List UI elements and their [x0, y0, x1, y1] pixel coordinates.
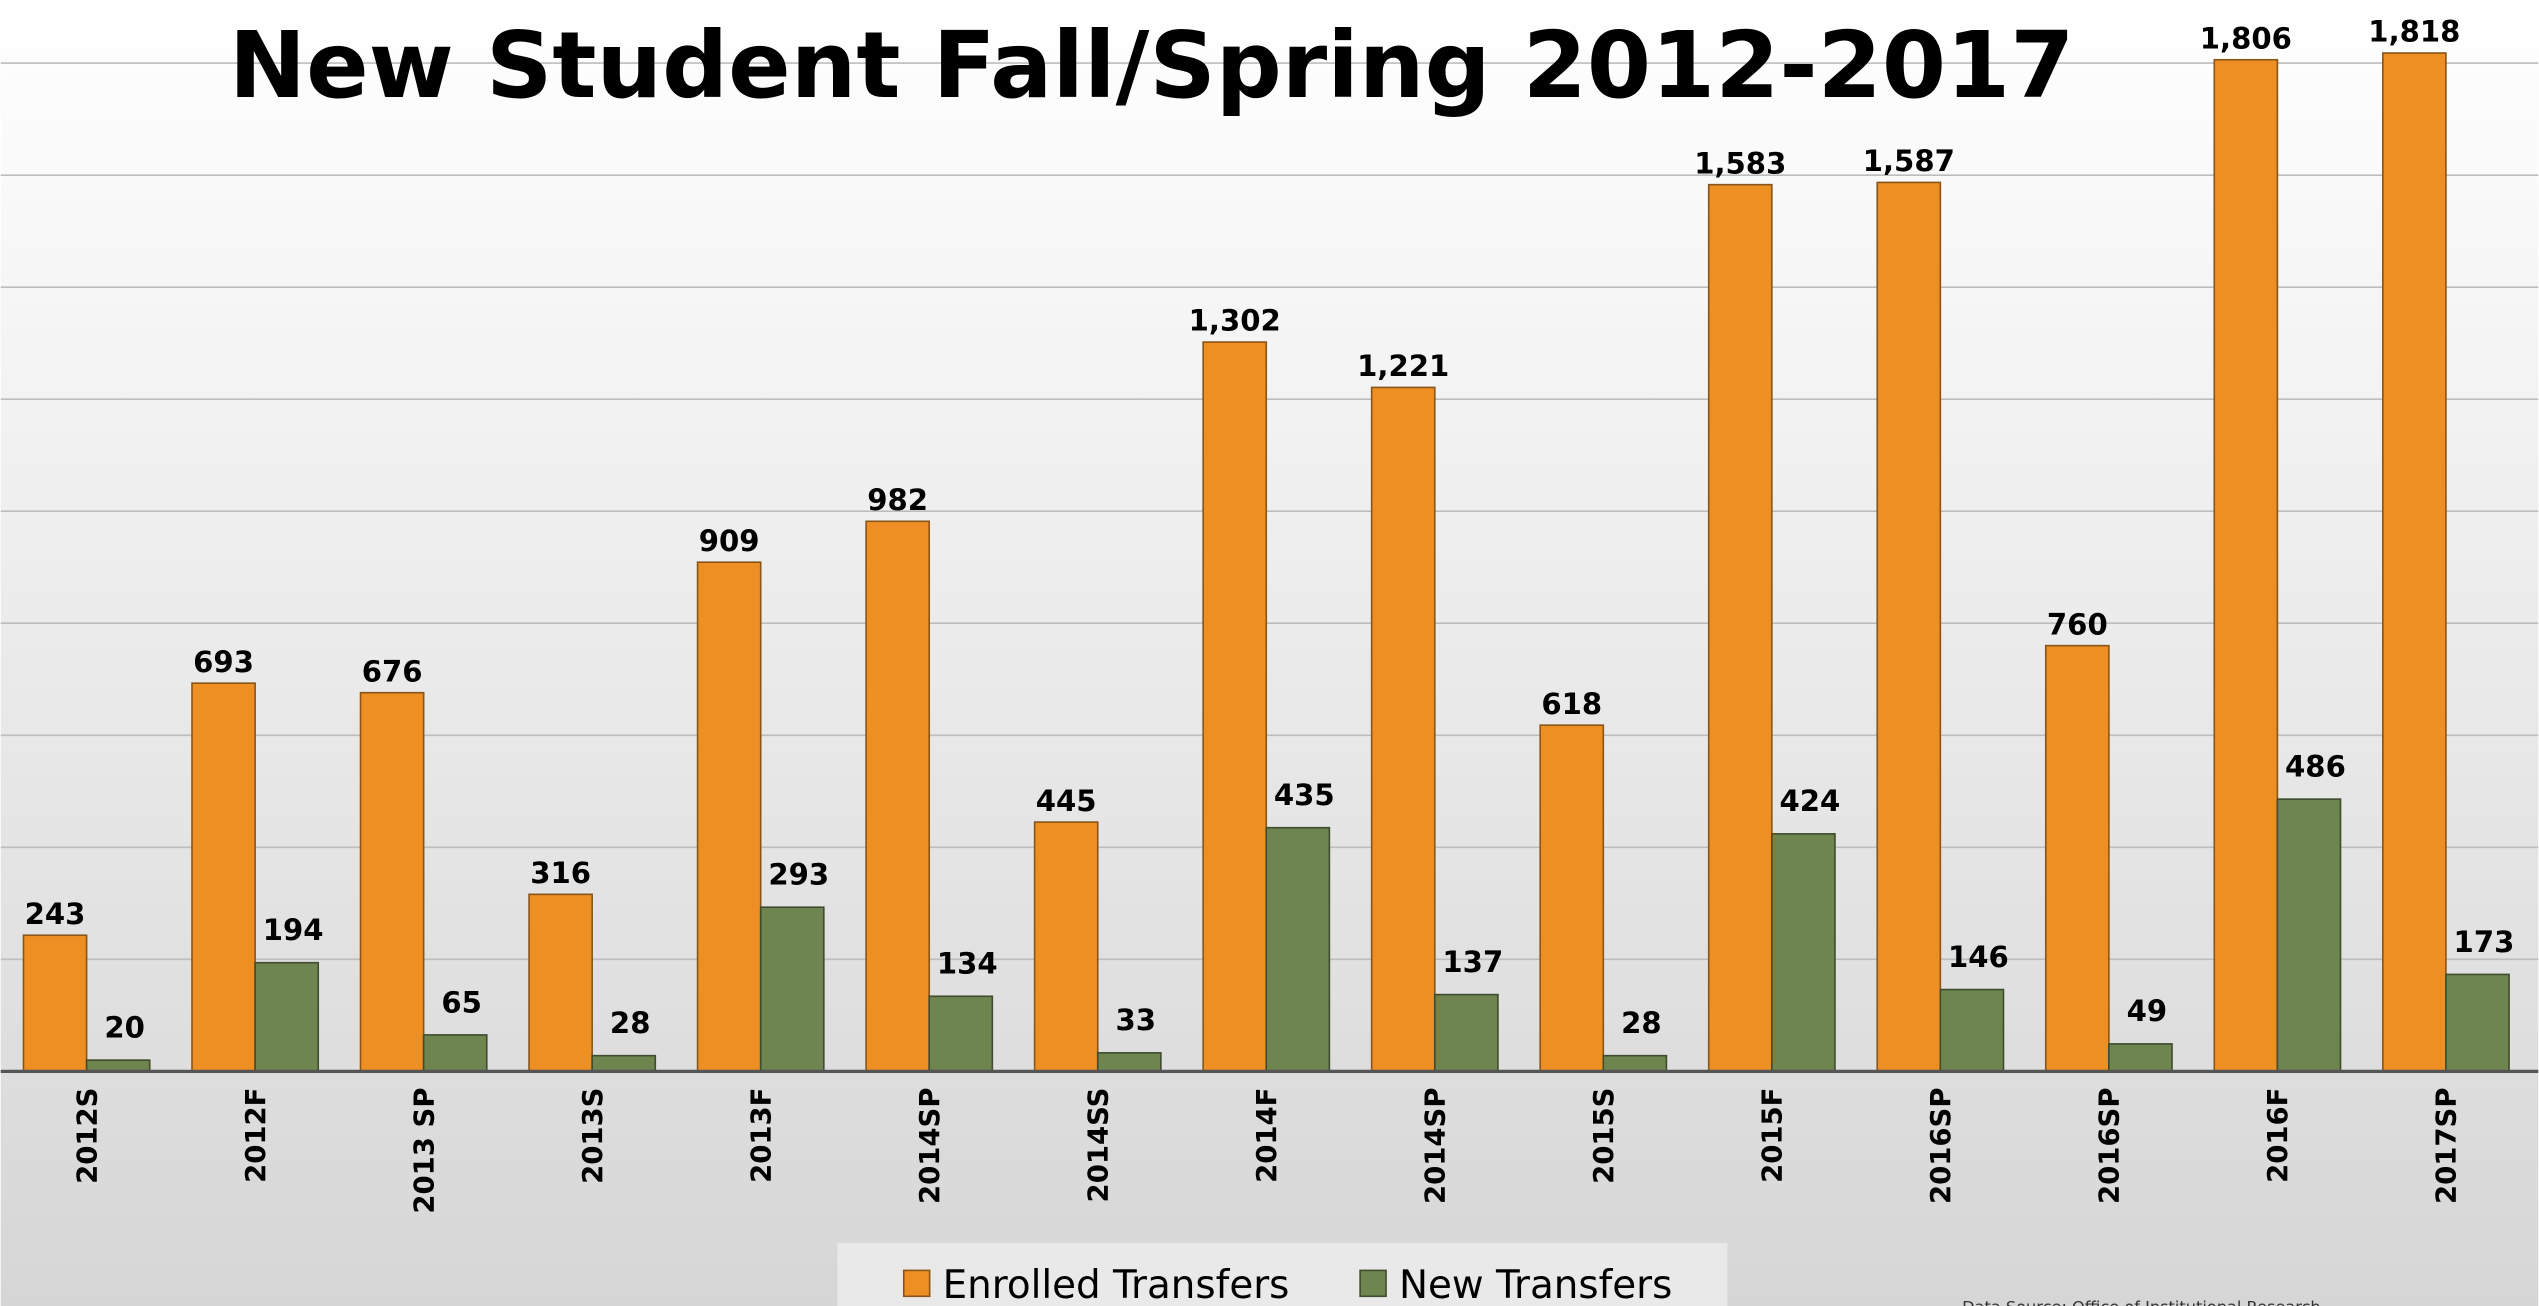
data-label: 28	[1621, 1006, 1662, 1040]
x-tick-label: 2014SP	[1419, 1088, 1451, 1205]
x-tick-label: 2015F	[1757, 1088, 1789, 1183]
data-label: 760	[2047, 607, 2108, 641]
data-label: 486	[2285, 749, 2346, 783]
legend-label: Enrolled Transfers	[943, 1263, 1290, 1306]
bar	[1202, 341, 1268, 1073]
data-label: 424	[1779, 784, 1840, 818]
data-label: 445	[1036, 784, 1097, 818]
data-label: 33	[1116, 1003, 1157, 1037]
legend-swatch	[902, 1269, 931, 1298]
data-label: 909	[699, 524, 760, 558]
bar	[1265, 826, 1331, 1073]
bar	[759, 906, 825, 1073]
bar	[2445, 973, 2510, 1073]
data-label: 146	[1948, 940, 2009, 974]
bar	[1433, 993, 1499, 1073]
bar	[591, 1054, 657, 1073]
data-label: 137	[1442, 945, 1503, 979]
x-tick-label: 2013S	[577, 1088, 609, 1184]
bar	[359, 691, 425, 1073]
x-tick-label: 2014SS	[1082, 1088, 1114, 1203]
data-label: 618	[1541, 687, 1602, 721]
x-tick-label: 2016F	[2262, 1088, 2294, 1183]
data-label: 243	[25, 897, 86, 931]
bar	[254, 961, 320, 1073]
data-label: 194	[263, 913, 324, 947]
data-label: 1,818	[2368, 15, 2460, 49]
bar	[928, 995, 994, 1073]
x-tick-label: 2016SP	[2094, 1088, 2126, 1205]
data-label: 1,221	[1357, 349, 1449, 383]
data-label: 49	[2127, 994, 2168, 1028]
bar	[1939, 988, 2005, 1073]
bar	[696, 561, 762, 1073]
bar	[422, 1034, 488, 1073]
bar	[1707, 183, 1773, 1073]
chart-title: New Student Fall/Spring 2012-2017	[229, 11, 2075, 119]
bar	[1602, 1054, 1668, 1073]
x-tick-label: 2015S	[1588, 1088, 1620, 1184]
data-label: 1,587	[1863, 144, 1955, 178]
data-label: 676	[362, 654, 423, 688]
bar	[2108, 1043, 2173, 1073]
data-label: 293	[768, 858, 829, 892]
legend-label: New Transfers	[1399, 1263, 1672, 1306]
data-label: 65	[441, 985, 482, 1019]
data-label: 1,302	[1189, 304, 1281, 338]
bar	[865, 520, 931, 1073]
bar	[1771, 833, 1836, 1073]
x-tick-label: 2013 SP	[408, 1088, 440, 1214]
x-tick-label: 2017SP	[2431, 1088, 2463, 1205]
x-tick-label: 2014F	[1251, 1088, 1283, 1183]
legend-box	[837, 1242, 1728, 1306]
bar	[2044, 644, 2110, 1073]
bar	[1096, 1052, 1162, 1073]
bar	[2276, 798, 2342, 1073]
data-label: 134	[937, 947, 998, 981]
data-label: 173	[2454, 925, 2515, 959]
x-tick-label: 2016SP	[1925, 1088, 1957, 1205]
data-label: 435	[1274, 778, 1335, 812]
bar	[1539, 724, 1605, 1073]
x-tick-label: 2012S	[71, 1088, 103, 1184]
x-tick-label: 2014SP	[914, 1088, 946, 1205]
legend-swatch	[1359, 1269, 1387, 1298]
bar	[85, 1059, 151, 1073]
bar	[2382, 52, 2447, 1073]
data-label: 28	[610, 1006, 651, 1040]
data-label: 20	[104, 1010, 145, 1044]
data-label: 693	[193, 645, 254, 679]
data-label: 1,806	[2200, 21, 2292, 55]
data-label: 316	[530, 856, 591, 890]
bar	[1033, 821, 1099, 1073]
source-note: Data Source: Office of Institutional Res…	[1962, 1297, 2321, 1306]
x-tick-label: 2013F	[745, 1088, 777, 1183]
bar	[1876, 181, 1942, 1073]
data-label: 1,583	[1694, 146, 1786, 180]
bar	[1370, 386, 1436, 1073]
data-label: 982	[867, 483, 928, 517]
bar	[191, 682, 256, 1073]
bar	[528, 893, 593, 1073]
bar	[2213, 58, 2279, 1073]
bar	[22, 934, 88, 1073]
x-tick-label: 2012F	[240, 1088, 272, 1183]
